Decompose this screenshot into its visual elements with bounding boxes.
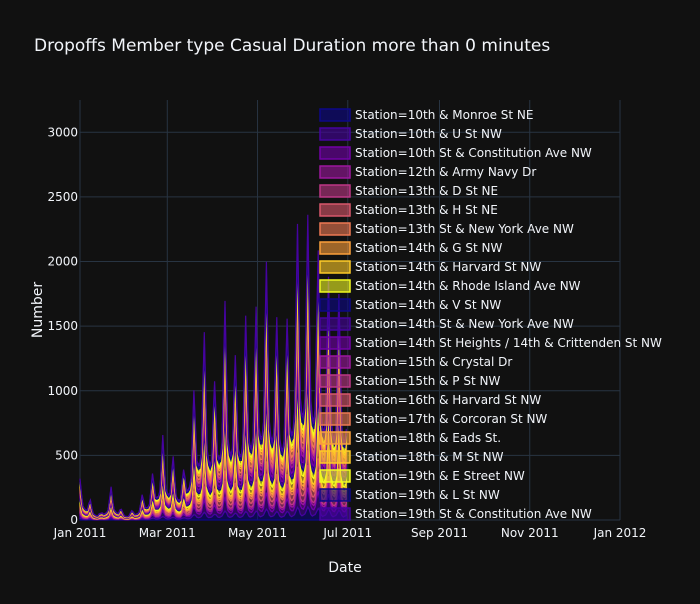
x-tick-label: Nov 2011	[501, 526, 559, 540]
legend-item[interactable]: Station=13th & H St NE	[319, 203, 498, 217]
legend-label: Station=13th St & New York Ave NW	[355, 222, 574, 236]
legend-swatch	[319, 412, 351, 426]
legend-label: Station=13th & H St NE	[355, 203, 498, 217]
legend-item[interactable]: Station=10th & U St NW	[319, 127, 502, 141]
x-axis-title: Date	[328, 560, 361, 576]
legend-swatch	[319, 507, 351, 521]
area-19th-st-constitution-ave-nw	[79, 214, 347, 518]
legend-label: Station=19th & E Street NW	[355, 469, 525, 483]
legend-label: Station=16th & Harvard St NW	[355, 393, 541, 407]
x-tick-label: Jul 2011	[322, 526, 372, 540]
legend-swatch	[319, 279, 351, 293]
legend-swatch	[319, 203, 351, 217]
legend-label: Station=13th & D St NE	[355, 184, 498, 198]
legend-swatch	[319, 355, 351, 369]
legend-item[interactable]: Station=16th & Harvard St NW	[319, 393, 541, 407]
y-tick-label: 1500	[47, 319, 78, 333]
legend-label: Station=12th & Army Navy Dr	[355, 165, 536, 179]
legend-swatch	[319, 393, 351, 407]
legend-label: Station=15th & Crystal Dr	[355, 355, 512, 369]
legend-item[interactable]: Station=14th & Harvard St NW	[319, 260, 541, 274]
legend-swatch	[319, 431, 351, 445]
legend-item[interactable]: Station=15th & Crystal Dr	[319, 355, 512, 369]
legend-label: Station=15th & P St NW	[355, 374, 500, 388]
legend-swatch	[319, 317, 351, 331]
legend-item[interactable]: Station=13th & D St NE	[319, 184, 498, 198]
legend-item[interactable]: Station=14th & G St NW	[319, 241, 503, 255]
legend-swatch	[319, 336, 351, 350]
legend-swatch	[319, 260, 351, 274]
legend-label: Station=14th St & New York Ave NW	[355, 317, 574, 331]
legend-label: Station=18th & Eads St.	[355, 431, 501, 445]
legend-label: Station=17th & Corcoran St NW	[355, 412, 547, 426]
legend-swatch	[319, 184, 351, 198]
x-tick-label: Jan 2011	[53, 526, 107, 540]
legend-item[interactable]: Station=19th & L St NW	[319, 488, 500, 502]
legend-item[interactable]: Station=18th & M St NW	[319, 450, 504, 464]
legend-item[interactable]: Station=14th St Heights / 14th & Critten…	[319, 336, 662, 350]
x-tick-label: Mar 2011	[139, 526, 196, 540]
y-tick-label: 2500	[47, 190, 78, 204]
legend-label: Station=19th St & Constitution Ave NW	[355, 507, 592, 521]
legend-swatch	[319, 298, 351, 312]
legend-label: Station=10th & Monroe St NE	[355, 108, 534, 122]
legend-item[interactable]: Station=19th St & Constitution Ave NW	[319, 507, 592, 521]
legend-swatch	[319, 165, 351, 179]
legend-swatch	[319, 450, 351, 464]
legend-swatch	[319, 374, 351, 388]
y-tick-label: 1000	[47, 384, 78, 398]
legend-item[interactable]: Station=17th & Corcoran St NW	[319, 412, 547, 426]
x-tick-label: May 2011	[228, 526, 287, 540]
legend-item[interactable]: Station=19th & E Street NW	[319, 469, 525, 483]
legend[interactable]: Station=10th & Monroe St NE Station=10th …	[319, 108, 662, 521]
legend-item[interactable]: Station=14th & V St NW	[319, 298, 501, 312]
y-tick-label: 500	[55, 448, 78, 462]
y-tick-label: 0	[70, 513, 78, 527]
y-tick-label: 3000	[47, 125, 78, 139]
legend-item[interactable]: Station=12th & Army Navy Dr	[319, 165, 536, 179]
legend-label: Station=18th & M St NW	[355, 450, 504, 464]
x-tick-label: Sep 2011	[411, 526, 468, 540]
y-axis-title: Number	[30, 282, 46, 338]
legend-item[interactable]: Station=13th St & New York Ave NW	[319, 222, 574, 236]
legend-swatch	[319, 108, 351, 122]
axes: 0 500 1000 1500 2000 2500 3000 Jan 2011 Mar 2011…	[47, 125, 646, 540]
legend-label: Station=10th St & Constitution Ave NW	[355, 146, 592, 160]
y-tick-label: 2000	[47, 255, 78, 269]
legend-item[interactable]: Station=10th & Monroe St NE	[319, 108, 534, 122]
legend-label: Station=14th & Rhode Island Ave NW	[355, 279, 581, 293]
legend-label: Station=10th & U St NW	[355, 127, 502, 141]
legend-label: Station=14th & G St NW	[355, 241, 503, 255]
stacked-areas	[79, 214, 347, 521]
legend-swatch	[319, 469, 351, 483]
legend-item[interactable]: Station=14th & Rhode Island Ave NW	[319, 279, 581, 293]
x-tick-label: Jan 2012	[593, 526, 647, 540]
legend-item[interactable]: Station=10th St & Constitution Ave NW	[319, 146, 592, 160]
legend-swatch	[319, 222, 351, 236]
chart-title: Dropoffs Member type Casual Duration mor…	[34, 36, 550, 56]
legend-item[interactable]: Station=15th & P St NW	[319, 374, 500, 388]
legend-swatch	[319, 146, 351, 160]
legend-label: Station=19th & L St NW	[355, 488, 500, 502]
legend-item[interactable]: Station=14th St & New York Ave NW	[319, 317, 574, 331]
legend-swatch	[319, 241, 351, 255]
legend-label: Station=14th & V St NW	[355, 298, 501, 312]
legend-item[interactable]: Station=18th & Eads St.	[319, 431, 501, 445]
legend-swatch	[319, 127, 351, 141]
legend-label: Station=14th & Harvard St NW	[355, 260, 541, 274]
legend-swatch	[319, 488, 351, 502]
legend-label: Station=14th St Heights / 14th & Critten…	[355, 336, 662, 350]
